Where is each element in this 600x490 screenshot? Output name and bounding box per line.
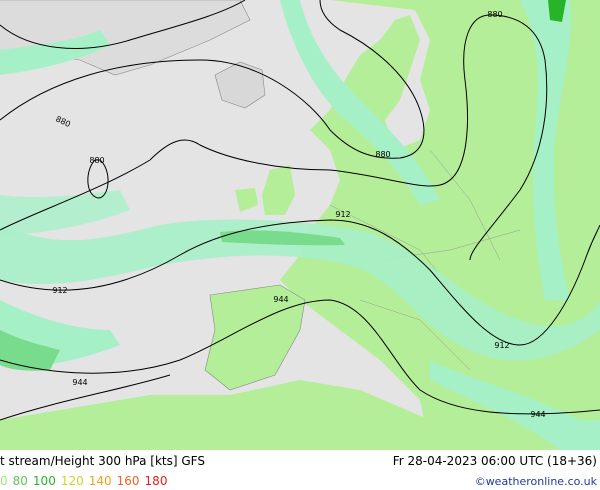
- contour-label: 880: [89, 156, 104, 165]
- contour-label: 944: [530, 410, 545, 419]
- jet-band: [0, 30, 110, 75]
- jet-band: [280, 0, 440, 205]
- contour-label: 944: [273, 295, 288, 304]
- contour: [0, 299, 600, 415]
- contour-label: 880: [375, 150, 390, 159]
- legend-item: 120: [61, 474, 84, 488]
- footer: t stream/Height 300 hPa [kts] GFS Fr 28-…: [0, 450, 600, 490]
- jet-band: [0, 190, 130, 235]
- contour-label: 912: [494, 341, 509, 350]
- legend: 0 80 100 120 140 160 180: [0, 474, 167, 488]
- jet-band: [520, 0, 572, 300]
- contour-label: 880: [487, 10, 502, 19]
- jet-core: [0, 330, 60, 371]
- land-iceland: [214, 61, 266, 109]
- legend-item: 140: [89, 474, 112, 488]
- land-africa: [0, 380, 440, 450]
- land-britain: [262, 165, 295, 215]
- title: t stream/Height 300 hPa [kts] GFS: [0, 454, 205, 468]
- jet-core: [220, 230, 345, 246]
- datetime: Fr 28-04-2023 06:00 UTC (18+36): [393, 454, 597, 468]
- jet-band: [0, 219, 600, 361]
- coastline: [204, 284, 306, 391]
- land-ireland: [235, 188, 258, 212]
- contour-label: 912: [335, 210, 350, 219]
- contour: [0, 374, 171, 421]
- borders: [329, 149, 521, 371]
- contour: [0, 0, 425, 159]
- legend-item: 80: [13, 474, 28, 488]
- jet-band: [430, 360, 600, 450]
- contour-label: 944: [72, 378, 87, 387]
- credit: ©weatheronline.co.uk: [475, 475, 598, 488]
- footer-bg: [0, 450, 600, 490]
- legend-item: 160: [117, 474, 140, 488]
- jet-core: [548, 0, 566, 22]
- contour: [87, 159, 109, 199]
- contour: [0, 0, 246, 49]
- contour: [0, 219, 600, 346]
- legend-item: 180: [145, 474, 168, 488]
- legend-item: 0: [0, 474, 8, 488]
- contour-label: 912: [52, 286, 67, 295]
- contour: [0, 14, 548, 261]
- legend-item: 100: [33, 474, 56, 488]
